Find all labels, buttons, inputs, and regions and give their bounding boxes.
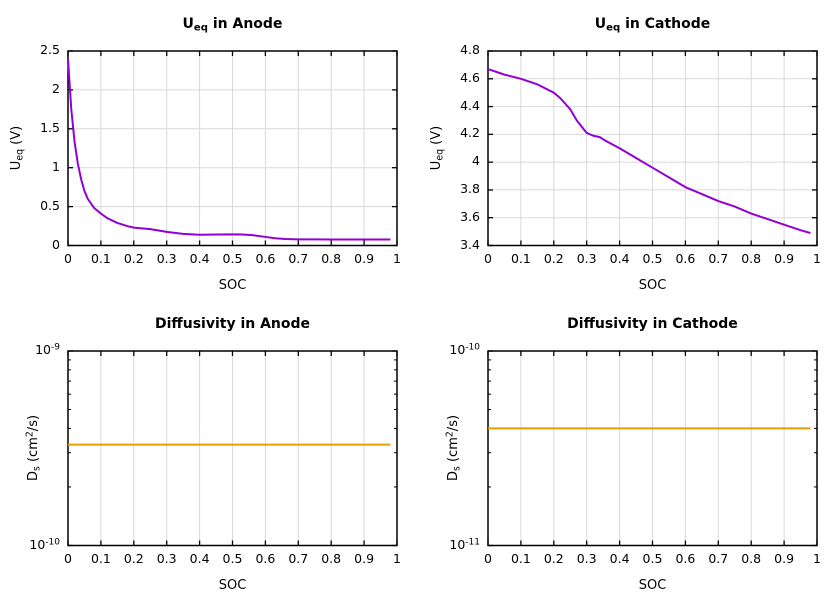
series-line-equilibrium-potential-cathode	[487, 68, 811, 234]
x-tick-label: 0.6	[675, 251, 696, 266]
x-tick-label: 0.8	[741, 251, 762, 266]
x-tick-label: 0.2	[123, 551, 144, 566]
subplot-diffusivity-anode: Diffusivity in Anode Ds (cm2/s) SOC 0 0.1 0.2…	[0, 300, 420, 600]
x-tick-label: 0.3	[576, 251, 597, 266]
y-tick-label: 1.5	[40, 119, 60, 135]
x-tick-label: 0.4	[609, 251, 630, 266]
y-tick-label: 3.8	[460, 180, 480, 196]
y-tick-label: 4.8	[460, 42, 480, 57]
x-tick-label: 0.1	[510, 551, 531, 566]
x-axis-label-ueq-anode: SOC	[218, 278, 247, 293]
x-tick-label: 0	[484, 251, 492, 266]
x-tick-label: 0.8	[321, 251, 342, 266]
y-tick-label: 2	[52, 80, 60, 96]
y-tick-label: 0.5	[40, 197, 60, 213]
x-tick-label: 0.7	[288, 551, 309, 566]
x-tick-label: 0.2	[123, 251, 144, 266]
x-tick-label: 0.5	[642, 251, 663, 266]
plot-canvas-diffusivity-cathode	[487, 350, 818, 547]
plot-title-ueq-cathode: Ueq in Cathode	[594, 16, 711, 34]
y-tick-label: 10-9	[35, 342, 60, 357]
x-tick-label: 0.8	[321, 551, 342, 566]
y-tick-label: 10-10	[449, 342, 480, 357]
x-tick-label: 0	[64, 551, 72, 566]
x-tick-label: 0.5	[642, 551, 663, 566]
y-tick-label: 3.6	[460, 208, 480, 224]
plot-title-diffusivity-cathode: Diffusivity in Cathode	[567, 316, 738, 332]
x-tick-label: 0.9	[774, 251, 795, 266]
x-tick-label: 1	[393, 551, 401, 566]
x-tick-label: 0.9	[354, 251, 375, 266]
y-tick-label: 0	[52, 236, 60, 252]
x-tick-label: 0.3	[576, 551, 597, 566]
x-tick-label: 0.1	[90, 251, 111, 266]
y-tick-label: 4	[472, 153, 480, 169]
y-tick-label: 4.4	[460, 97, 480, 113]
x-tick-label: 0.4	[189, 251, 210, 266]
y-axis-label-ueq-cathode: Ueq (V)	[429, 126, 446, 171]
y-axis-label-diffusivity-anode: Ds (cm2/s)	[24, 415, 43, 482]
y-tick-label: 1	[52, 158, 60, 174]
x-tick-label: 0.9	[354, 551, 375, 566]
subplot-ueq-cathode: Ueq in Cathode Ueq (V) SOC 0 0.1 0.2 0.3 0.4 0.5…	[420, 0, 840, 300]
x-tick-label: 0.4	[609, 551, 630, 566]
plot-canvas-ueq-cathode	[487, 50, 818, 247]
x-tick-label: 0.1	[90, 551, 111, 566]
x-tick-label: 0.5	[222, 551, 243, 566]
subplot-diffusivity-cathode: Diffusivity in Cathode Ds (cm2/s) SOC 0 0.1 0…	[420, 300, 840, 600]
x-tick-label: 1	[813, 551, 821, 566]
plot-title-diffusivity-anode: Diffusivity in Anode	[154, 316, 311, 332]
x-tick-label: 1	[393, 251, 401, 266]
x-tick-label: 1	[813, 251, 821, 266]
x-tick-label: 0.3	[156, 551, 177, 566]
x-axis-label-ueq-cathode: SOC	[638, 278, 667, 293]
plot-canvas-diffusivity-anode	[67, 350, 398, 547]
x-tick-label: 0.6	[255, 251, 276, 266]
x-tick-label: 0.4	[189, 551, 210, 566]
x-tick-label: 0.7	[708, 551, 729, 566]
x-tick-label: 0.9	[774, 551, 795, 566]
x-tick-label: 0.7	[288, 251, 309, 266]
x-tick-label: 0.2	[543, 251, 564, 266]
x-tick-label: 0	[64, 251, 72, 266]
y-axis-label-diffusivity-cathode: Ds (cm2/s)	[444, 415, 463, 482]
x-tick-label: 0.7	[708, 251, 729, 266]
x-axis-label-diffusivity-cathode: SOC	[638, 578, 667, 593]
y-tick-label: 10-10	[29, 536, 60, 552]
x-tick-label: 0	[484, 551, 492, 566]
subplot-ueq-anode: Ueq in Anode Ueq (V) SOC 0 0.1 0.2 0.3 0.4 0.5 0.…	[0, 0, 420, 300]
x-tick-label: 0.8	[741, 551, 762, 566]
x-tick-label: 0.2	[543, 551, 564, 566]
y-tick-label: 4.2	[460, 125, 480, 141]
x-tick-label: 0.6	[255, 551, 276, 566]
x-tick-label: 0.1	[510, 251, 531, 266]
y-tick-label: 2.5	[40, 42, 60, 57]
y-tick-label: 10-11	[449, 536, 480, 552]
plot-canvas-ueq-anode	[67, 50, 398, 247]
plot-title-ueq-anode: Ueq in Anode	[182, 16, 283, 34]
y-tick-label: 4.6	[460, 69, 480, 85]
x-tick-label: 0.6	[675, 551, 696, 566]
y-tick-label: 3.4	[460, 236, 480, 252]
x-tick-label: 0.3	[156, 251, 177, 266]
x-tick-label: 0.5	[222, 251, 243, 266]
series-line-equilibrium-potential-anode	[67, 58, 391, 241]
x-axis-label-diffusivity-anode: SOC	[218, 578, 247, 593]
